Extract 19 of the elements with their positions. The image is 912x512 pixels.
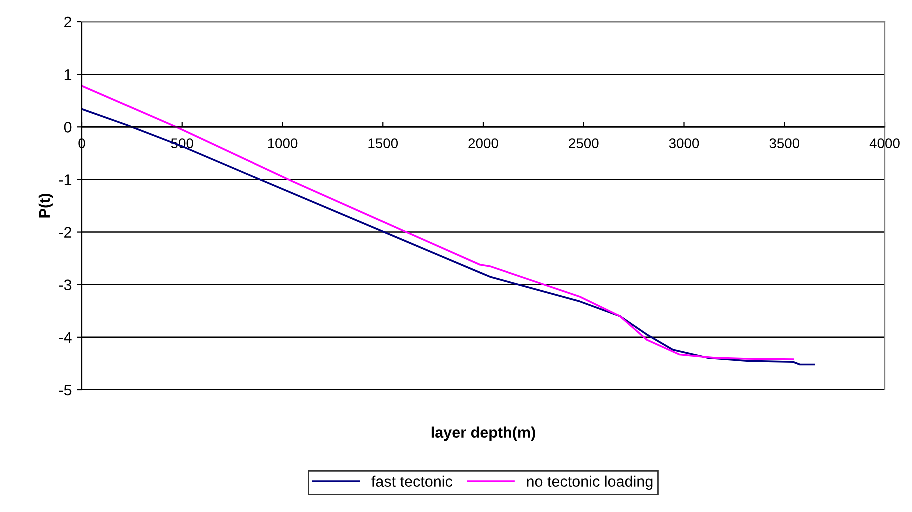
y-tick-label: 0 (64, 122, 72, 133)
y-tick-label: -3 (59, 280, 72, 291)
x-tick-label: 1500 (368, 138, 398, 148)
y-tick-label: -4 (59, 332, 72, 343)
y-axis-title: P(t) (38, 194, 54, 218)
y-tick-label: 2 (64, 16, 72, 28)
x-tick-label: 3000 (669, 138, 700, 148)
legend-label: no tectonic loading (527, 476, 653, 490)
x-tick-label: 2000 (468, 138, 498, 148)
x-axis-title: layer depth(m) (432, 426, 536, 442)
x-tick-label: 3500 (770, 138, 800, 148)
y-tick-label: 1 (64, 70, 72, 80)
y-tick-label: -2 (59, 227, 72, 238)
x-tick-label: 1000 (268, 138, 298, 148)
y-tick-label: -5 (59, 385, 72, 396)
x-tick-label: 4000 (870, 138, 900, 148)
legend-label: fast tectonic (372, 476, 453, 488)
y-tick-label: -1 (59, 174, 72, 186)
x-tick-label: 2500 (569, 138, 599, 148)
